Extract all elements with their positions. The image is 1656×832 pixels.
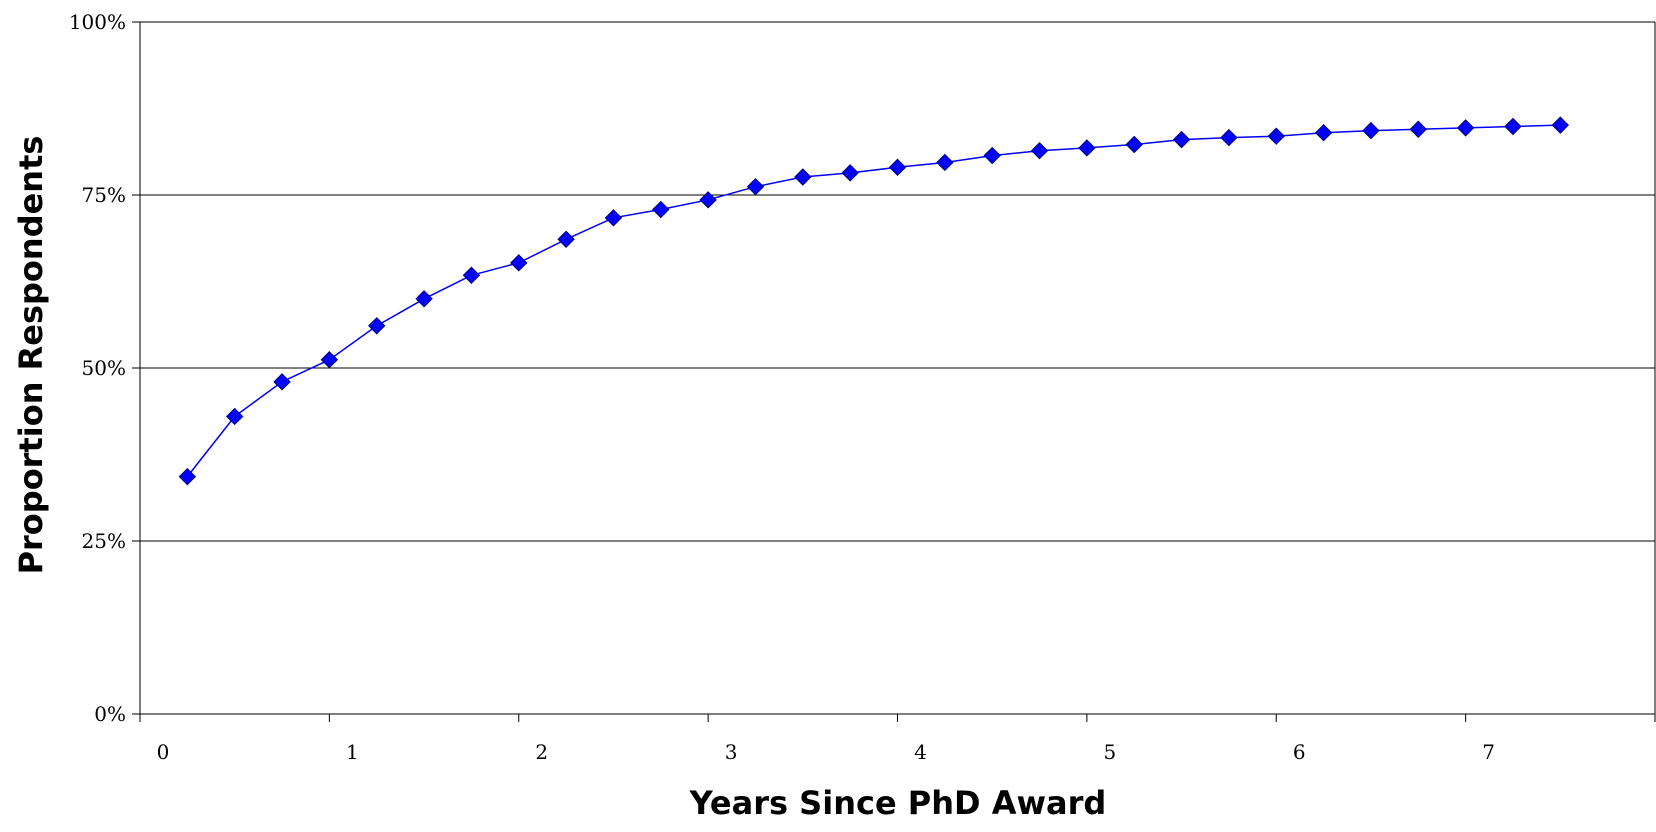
data-point-marker: [225, 407, 244, 426]
x-tick-label: 1: [346, 740, 359, 764]
data-point-marker: [1172, 130, 1191, 149]
data-point-marker: [1551, 116, 1570, 134]
y-tick-label: 0%: [94, 702, 126, 726]
data-point-marker: [557, 230, 575, 248]
x-tick-label: 3: [725, 740, 738, 764]
data-point-marker: [273, 373, 291, 391]
x-tick-label: 2: [535, 740, 548, 764]
data-point-marker: [368, 317, 386, 335]
data-point-marker: [1267, 127, 1285, 145]
x-tick-label: 6: [1293, 740, 1306, 764]
y-tick-label: 75%: [82, 183, 126, 207]
tick-labels: 0%25%50%75%100%012345678: [69, 10, 1495, 764]
data-point-marker: [1125, 135, 1143, 154]
data-point-marker: [462, 266, 481, 284]
data-point-marker: [1078, 139, 1096, 157]
y-tick-label: 100%: [69, 10, 126, 34]
data-point-marker: [1409, 120, 1427, 138]
data-point-marker: [746, 177, 765, 196]
data-point-marker: [1220, 128, 1238, 147]
x-tick-label: 4: [914, 740, 927, 764]
data-point-marker: [178, 467, 197, 486]
x-tick-label: 7: [1482, 740, 1495, 764]
data-point-marker: [320, 350, 339, 369]
data-point-marker: [604, 209, 623, 227]
data-point-marker: [652, 200, 670, 219]
data-point-marker: [1504, 117, 1522, 136]
series-line: [186, 124, 1561, 478]
series-layer: [178, 116, 1570, 486]
data-point-marker: [841, 164, 859, 182]
data-point-marker: [1456, 119, 1475, 137]
data-point-marker: [794, 168, 812, 186]
data-point-marker: [1314, 124, 1333, 142]
data-point-marker: [1362, 121, 1380, 140]
axes: [132, 21, 1656, 722]
x-tick-label: 0: [157, 740, 170, 764]
data-point-marker: [1030, 142, 1049, 160]
data-point-marker: [415, 290, 433, 308]
x-tick-label: 5: [1104, 740, 1117, 764]
y-axis-title: Proportion Respondents: [12, 136, 50, 575]
data-point-marker: [888, 158, 907, 177]
data-point-marker: [699, 191, 717, 209]
data-point-marker: [510, 254, 528, 272]
y-tick-label: 50%: [82, 356, 126, 380]
gridlines: [140, 21, 1655, 542]
x-axis-title: Years Since PhD Award: [689, 784, 1107, 822]
y-tick-label: 25%: [82, 529, 126, 553]
data-point-marker: [936, 153, 954, 172]
data-point-marker: [983, 146, 1001, 165]
